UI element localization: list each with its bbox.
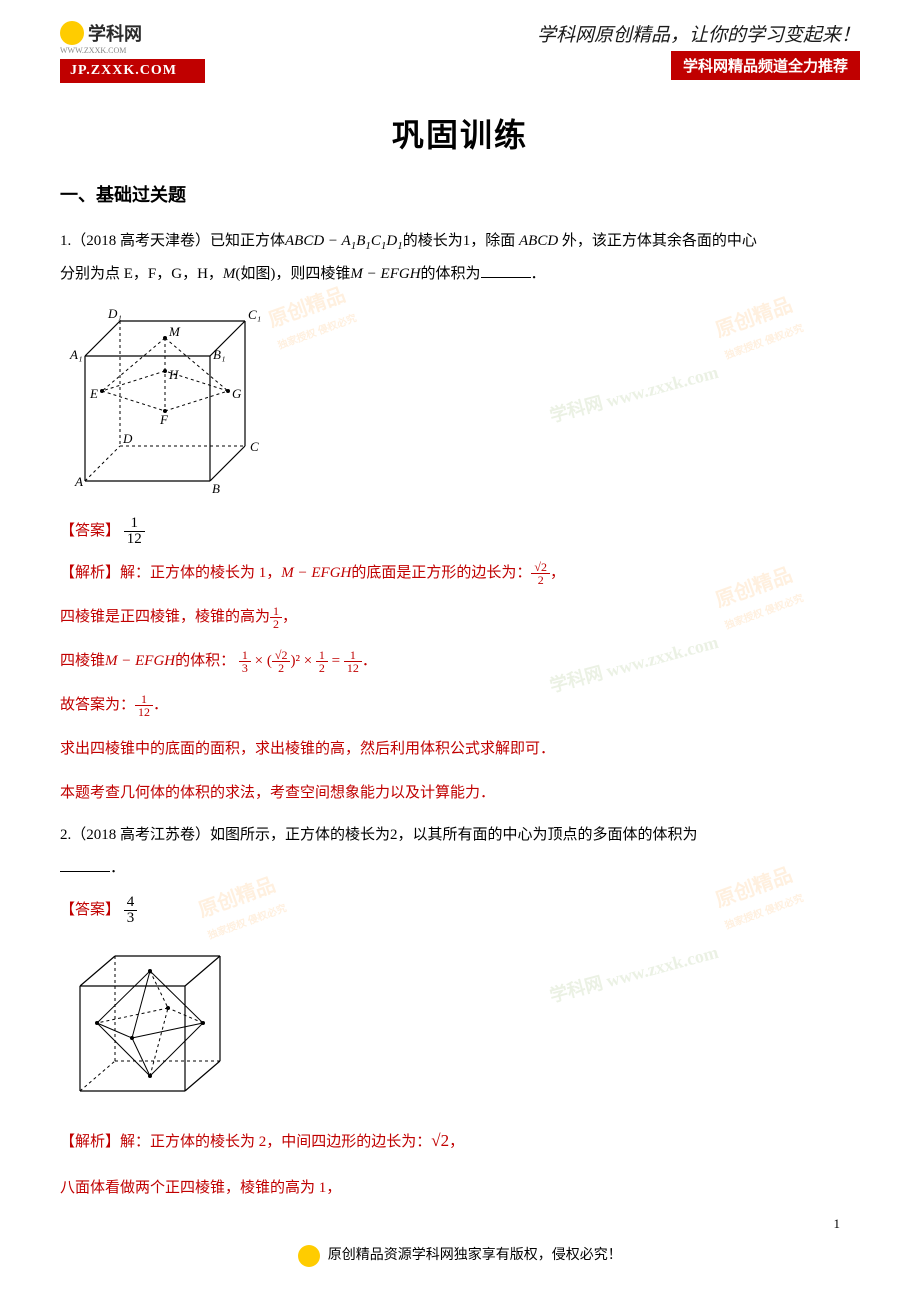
footer-icon	[298, 1245, 320, 1267]
solution-2-line2: 八面体看做两个正四棱锥，棱锥的高为 1，	[60, 1170, 860, 1206]
page-number: 1	[834, 1216, 841, 1232]
solution-1-line4: 故答案为：112．	[60, 687, 860, 723]
footer: 原创精品资源学科网独家享有版权，侵权必究！	[0, 1244, 920, 1267]
svg-text:B₁: B₁	[213, 347, 225, 362]
cube-diagram-1: applicationId A B	[60, 301, 270, 501]
svg-text:D₁: D₁	[107, 306, 122, 321]
problem-1-text: 1.（2018 高考天津卷）已知正方体ABCD − A1B1C1D1的棱长为1，…	[60, 225, 860, 291]
page-title: 巩固训练	[60, 110, 860, 156]
footer-text: 原创精品资源学科网独家享有版权，侵权必究！	[328, 1248, 622, 1263]
svg-text:D: D	[122, 431, 133, 446]
svg-text:H: H	[168, 367, 179, 382]
logo-text: 学科网	[88, 20, 142, 46]
solution-1-explain1: 求出四棱锥中的底面的面积，求出棱锥的高，然后利用体积公式求解即可．	[60, 731, 860, 767]
cube-diagram-2	[60, 936, 240, 1106]
solution-1-explain2: 本题考查几何体的体积的求法，考查空间想象能力以及计算能力．	[60, 775, 860, 811]
logo-badge: JP.ZXXK.COM	[60, 59, 205, 83]
logo-left: 学科网 WWW.ZXXK.COM JP.ZXXK.COM	[60, 20, 205, 80]
logo-icon	[60, 21, 84, 45]
solution-2-line1: 【解析】解：正方体的棱长为 2，中间四边形的边长为：√2，	[60, 1121, 860, 1162]
svg-text:E: E	[89, 386, 98, 401]
answer-2: 【答案】 43	[60, 895, 860, 926]
header-slogan-banner: 学科网精品频道全力推荐	[671, 51, 860, 80]
svg-text:G: G	[232, 386, 242, 401]
solution-1-line2: 四棱锥是正四棱锥，棱锥的高为12，	[60, 599, 860, 635]
svg-text:M: M	[168, 324, 181, 339]
logo-url: WWW.ZXXK.COM	[60, 46, 205, 55]
solution-1-line3: 四棱锥M − EFGH的体积： 13 × (√22)² × 12 = 112．	[60, 643, 860, 679]
svg-text:B: B	[212, 481, 220, 496]
svg-text:A₁: A₁	[69, 347, 82, 362]
answer-1: 【答案】 112	[60, 516, 860, 547]
figure-1: applicationId A B	[60, 301, 860, 506]
svg-text:A: A	[74, 474, 83, 489]
svg-text:C₁: C₁	[248, 307, 261, 322]
svg-text:C: C	[250, 439, 259, 454]
header-slogan-script: 学科网原创精品，让你的学习变起来！	[537, 20, 860, 47]
header-right: 学科网原创精品，让你的学习变起来！ 学科网精品频道全力推荐	[537, 20, 860, 80]
figure-2	[60, 936, 860, 1111]
problem-2-text: 2.（2018 高考江苏卷）如图所示，正方体的棱长为2，以其所有面的中心为顶点的…	[60, 819, 860, 885]
svg-text:F: F	[159, 412, 169, 427]
solution-1-line1: 【解析】解：正方体的棱长为 1，M − EFGH的底面是正方形的边长为：√22，	[60, 555, 860, 591]
section-heading: 一、基础过关题	[60, 181, 860, 207]
page-header: 学科网 WWW.ZXXK.COM JP.ZXXK.COM 学科网原创精品，让你的…	[60, 20, 860, 80]
